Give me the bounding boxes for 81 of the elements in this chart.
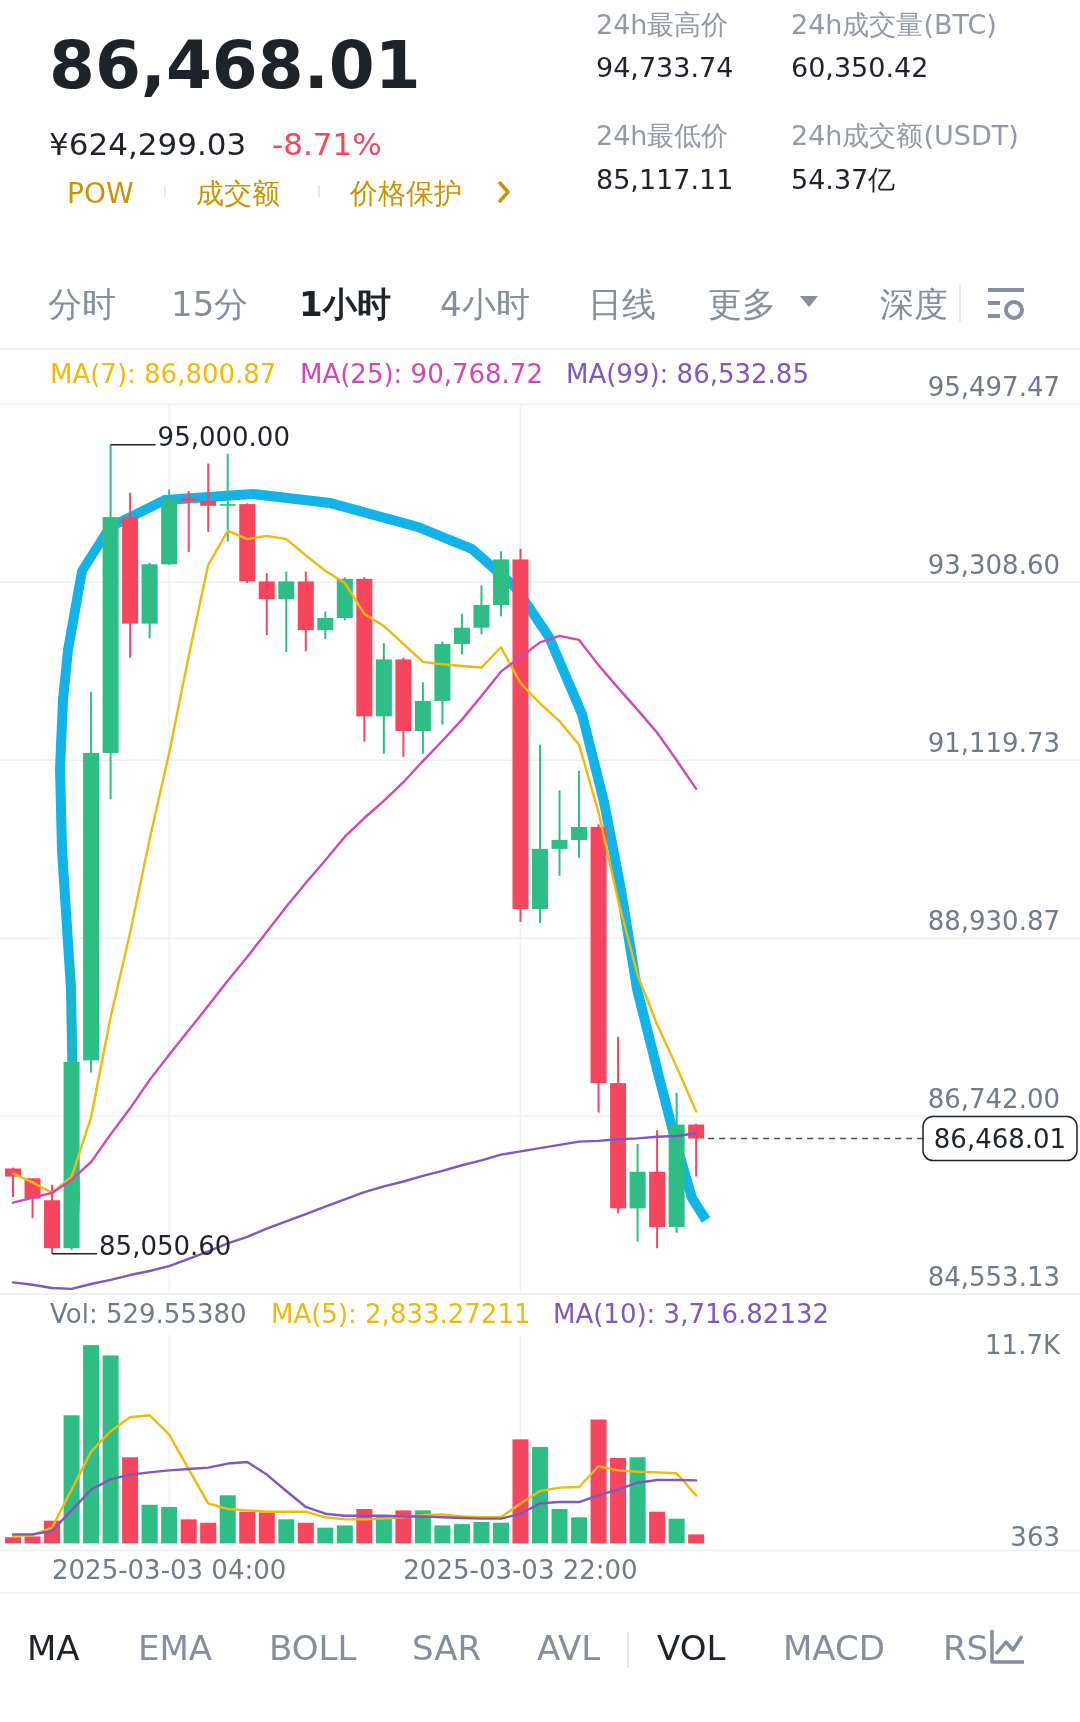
bar	[434, 1525, 451, 1544]
text: SAR	[412, 1628, 482, 1668]
text: 更多	[708, 284, 776, 324]
bar	[219, 1495, 236, 1544]
text: 54.37亿	[791, 164, 896, 195]
bar	[629, 1457, 646, 1544]
text: VOL	[657, 1628, 726, 1668]
bar	[239, 1511, 256, 1544]
bar	[83, 1345, 100, 1544]
annotation: 85,050.60	[99, 1230, 232, 1261]
line-series	[11, 1414, 698, 1537]
text: AVL	[537, 1628, 601, 1668]
text: -8.71%	[272, 126, 382, 162]
bar	[141, 1504, 158, 1544]
text: MA(7): 86,800.87	[50, 359, 277, 389]
bar	[317, 1527, 334, 1544]
bar	[336, 1525, 353, 1544]
bar	[688, 1534, 705, 1544]
text: 85,117.11	[596, 164, 734, 195]
y-tick-label: 86,742.00	[927, 1084, 1060, 1115]
bar	[161, 1506, 178, 1544]
text: 15分	[171, 284, 249, 324]
bar	[551, 1508, 568, 1544]
text: 分时	[48, 284, 116, 324]
bar	[668, 1518, 685, 1544]
bar	[590, 1419, 607, 1544]
bar	[512, 1439, 529, 1544]
y-tick-label: 93,308.60	[927, 550, 1060, 581]
text: 价格保护	[349, 177, 462, 210]
y-tick-label: 95,497.47	[927, 372, 1060, 403]
series-label: Vol: 529.55380	[50, 1299, 247, 1329]
text: 24h成交额(USDT)	[791, 120, 1019, 151]
text: RS	[943, 1628, 989, 1668]
text: 成交额	[196, 177, 280, 210]
ref-line-label: 86,468.01	[933, 1123, 1067, 1154]
bar	[200, 1522, 217, 1544]
text: POW	[67, 177, 134, 210]
annotation: 95,000.00	[157, 421, 290, 452]
bar	[473, 1522, 490, 1544]
bar	[571, 1517, 588, 1544]
bar	[258, 1512, 275, 1544]
text: MA(99): 86,532.85	[566, 359, 809, 389]
text: ¥624,299.03	[49, 126, 247, 162]
text: 24h最高价	[596, 9, 729, 40]
bar	[610, 1457, 627, 1544]
y-tick-label: 88,930.87	[927, 906, 1060, 937]
x-tick-label: 2025-03-03 22:00	[403, 1555, 638, 1585]
bar	[453, 1524, 470, 1544]
text: 94,733.74	[596, 52, 734, 83]
y-tick-label: 91,119.73	[927, 728, 1060, 759]
text: 24h最低价	[596, 120, 729, 151]
bar	[102, 1355, 119, 1544]
text: MA	[27, 1628, 80, 1668]
bar	[180, 1519, 197, 1544]
bar	[122, 1457, 139, 1544]
bar	[278, 1519, 295, 1544]
text: 86,468.01	[49, 27, 421, 104]
text: MA(25): 90,768.72	[300, 359, 543, 389]
text: 1小时	[299, 284, 391, 324]
text: 日线	[588, 284, 656, 324]
bar	[5, 1537, 22, 1544]
x-tick-label: 2025-03-03 04:00	[52, 1555, 287, 1585]
text: 4小时	[440, 284, 530, 324]
text: 24h成交量(BTC)	[791, 9, 997, 40]
y-tick-label: 11.7K	[985, 1330, 1061, 1361]
text: MACD	[783, 1628, 885, 1668]
bar	[649, 1511, 666, 1544]
line-series	[11, 1460, 698, 1536]
text: EMA	[138, 1628, 213, 1668]
text: 深度	[880, 284, 948, 324]
bar	[532, 1446, 548, 1544]
bar	[24, 1536, 41, 1544]
text: 60,350.42	[791, 52, 929, 83]
bar	[297, 1522, 314, 1544]
text: MA(5): 2,833.27211	[271, 1299, 531, 1329]
bar	[63, 1415, 80, 1544]
y-tick-label: 84,553.13	[927, 1262, 1060, 1293]
text: MA(10): 3,716.82132	[553, 1299, 830, 1329]
bar	[492, 1522, 509, 1544]
text: BOLL	[269, 1628, 357, 1668]
y-tick-label: 363	[1010, 1522, 1060, 1553]
